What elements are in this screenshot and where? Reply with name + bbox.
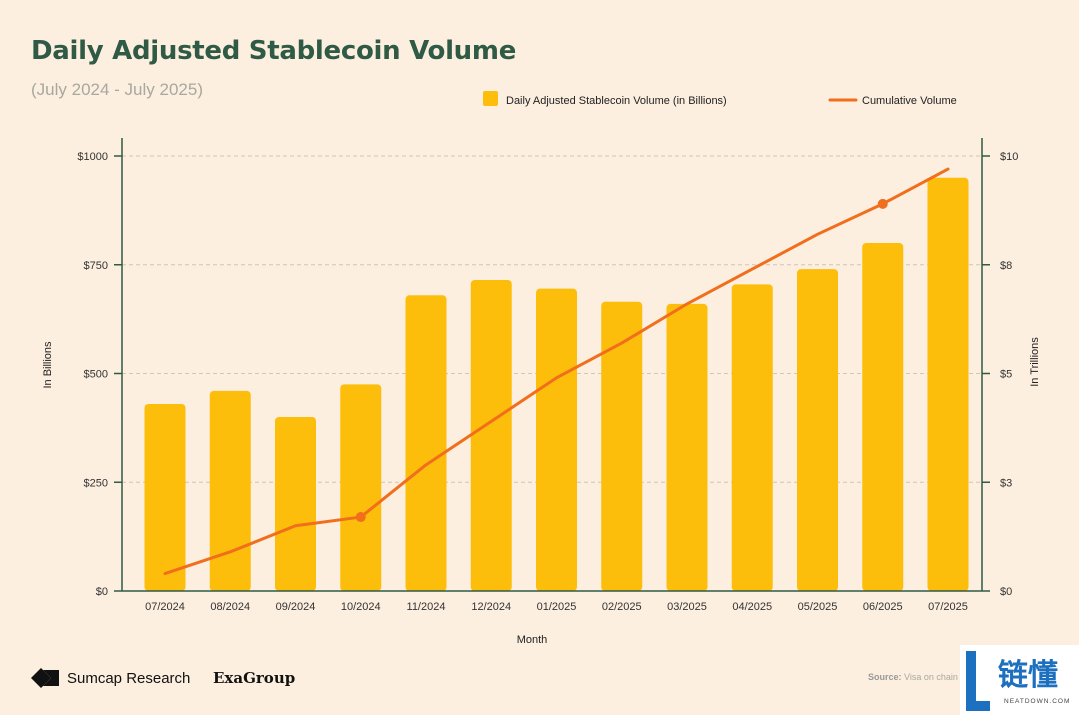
y-tick-label-right: $3 (1000, 477, 1012, 489)
y-axis-title-right: In Trillions (1029, 337, 1041, 387)
axes (114, 138, 990, 592)
y-tick-label-left: $1000 (77, 151, 108, 163)
brand-name: Sumcap Research (67, 669, 191, 687)
line-point (355, 512, 366, 523)
tick-labels: $0 $0 $250 $3 $500 $5 $750 $8 $1000 $10 07/2024 08/… (42, 151, 1041, 646)
bar (927, 177, 969, 591)
y-tick-label-right: $8 (1000, 260, 1012, 272)
legend: Daily Adjusted Stablecoin Volume (in Bil… (483, 91, 957, 107)
x-tick-label: 07/2024 (145, 601, 185, 613)
bar (536, 288, 577, 591)
sumcap-logo-icon (31, 668, 59, 688)
cumulative-line-path (163, 167, 950, 576)
partner-logo: ExaGroup (213, 669, 296, 687)
bar (209, 390, 251, 591)
x-tick-label: 05/2025 (798, 601, 838, 613)
bar (275, 417, 316, 591)
watermark: 链懂 NEATDOWN.COM (960, 645, 1079, 715)
x-tick-label: 11/2024 (407, 601, 446, 613)
x-tick-label: 04/2025 (732, 601, 772, 613)
x-tick-label: 03/2025 (667, 601, 707, 613)
bar (144, 403, 186, 591)
y-tick-label-right: $5 (1000, 369, 1012, 381)
x-tick-label: 12/2024 (471, 601, 511, 613)
bars (144, 177, 969, 591)
legend-line-label: Cumulative Volume (862, 95, 957, 107)
x-tick-label: 10/2024 (341, 601, 381, 613)
y-tick-label-right: $0 (1000, 586, 1012, 598)
bar (340, 384, 382, 591)
x-tick-label: 06/2025 (863, 601, 903, 613)
bar (601, 301, 643, 591)
legend-bar-label: Daily Adjusted Stablecoin Volume (in Bil… (506, 95, 727, 107)
x-tick-label: 02/2025 (602, 601, 642, 613)
bar (405, 295, 447, 591)
bar (731, 284, 773, 591)
chart-subtitle: (July 2024 - July 2025) (31, 80, 203, 99)
y-axis-title-left: In Billions (42, 341, 54, 389)
cumulative-line (163, 167, 950, 576)
x-tick-label: 08/2024 (210, 601, 250, 613)
watermark-text: 链懂 (998, 658, 1058, 693)
line-point (877, 198, 888, 209)
y-tick-label-left: $0 (96, 586, 108, 598)
bar (797, 269, 838, 591)
y-tick-label-right: $10 (1000, 151, 1018, 163)
chart-title: Daily Adjusted Stablecoin Volume (31, 36, 517, 66)
legend-bar-swatch (483, 91, 498, 106)
x-tick-label: 09/2024 (276, 601, 316, 613)
source-note: Source: Visa on chain (868, 672, 958, 682)
watermark-url: NEATDOWN.COM (1004, 698, 1071, 705)
bar (666, 303, 708, 591)
source-label: Source: (868, 672, 902, 682)
y-tick-label-left: $750 (84, 260, 108, 272)
x-tick-label: 07/2025 (928, 601, 968, 613)
y-tick-label-left: $500 (84, 369, 108, 381)
x-tick-label: 01/2025 (537, 601, 577, 613)
y-tick-label-left: $250 (84, 477, 108, 489)
bar (470, 279, 512, 591)
sumcap-brand: Sumcap Research (31, 668, 190, 688)
source-text: Visa on chain (904, 672, 958, 682)
bar (862, 243, 904, 591)
x-axis-title: Month (517, 634, 548, 646)
watermark-logo-icon (966, 651, 990, 711)
